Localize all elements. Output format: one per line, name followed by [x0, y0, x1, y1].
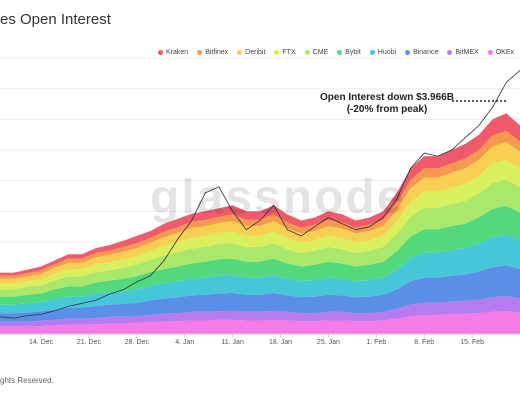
legend-item-binance[interactable]: Binance	[405, 49, 438, 56]
area-series-deribit	[0, 142, 520, 284]
legend-item-deribit[interactable]: Deribit	[237, 49, 265, 56]
price-line	[0, 70, 520, 319]
legend-dot-icon	[158, 50, 164, 55]
area-series-bitmex	[0, 296, 520, 327]
x-tick-label: 15. Feb	[460, 339, 484, 346]
legend-dot-icon	[304, 50, 310, 55]
legend-label: Kraken	[166, 49, 189, 56]
legend-label: FTX	[282, 49, 296, 56]
legend-label: BitMEX	[455, 49, 479, 56]
legend-label: CME	[312, 49, 329, 56]
legend-item-bybit[interactable]: Bybit	[337, 49, 361, 56]
annotation-line-1: Open Interest down $3.966B	[320, 92, 454, 103]
x-tick-label: 21. Dec	[77, 339, 102, 346]
legend-item-huobi[interactable]: Huobi	[369, 49, 397, 56]
annotation-line-2: (-20% from peak)	[346, 104, 428, 115]
legend-label: Huobi	[377, 49, 397, 56]
legend-dot-icon	[487, 50, 493, 55]
x-tick-label: 28. Dec	[125, 339, 150, 346]
watermark: glassnode	[150, 171, 406, 224]
footer-text: ghts Reserved.	[0, 376, 54, 385]
legend-dot-icon	[369, 50, 375, 55]
legend-item-kraken[interactable]: Kraken	[158, 49, 188, 56]
legend-label: Binance	[413, 49, 439, 56]
legend-label: Bybit	[345, 49, 361, 56]
x-tick-label: 11. Jan	[221, 339, 244, 346]
area-series-cme	[0, 179, 520, 297]
legend-dot-icon	[237, 50, 243, 55]
area-series-huobi	[0, 234, 520, 314]
area-series-binance	[0, 265, 520, 322]
legend-dot-icon	[274, 50, 280, 55]
x-tick-label: 1. Feb	[366, 339, 386, 346]
legend-item-bitmex[interactable]: BitMEX	[447, 49, 479, 56]
x-tick-label: 14. Dec	[29, 339, 54, 346]
legend-item-cme[interactable]: CME	[304, 49, 329, 56]
legend-dot-icon	[447, 50, 453, 55]
legend-dot-icon	[197, 50, 203, 55]
annotation: Open Interest down $3.966B (-20% from pe…	[318, 92, 456, 116]
x-tick-label: 18. Jan	[269, 339, 292, 346]
chart-title: es Open Interest	[0, 11, 111, 28]
legend: Kraken Bitfinex Deribit FTX CME Bybit Huobi Bin…	[158, 49, 514, 56]
legend-item-bitfinex[interactable]: Bitfinex	[197, 49, 228, 56]
legend-label: Bitfinex	[205, 49, 229, 56]
legend-dot-icon	[405, 50, 411, 55]
legend-dot-icon	[337, 50, 343, 55]
x-tick-label: 4. Jan	[175, 339, 194, 346]
x-tick-label: 25. Jan	[317, 339, 340, 346]
x-tick-label: 8. Feb	[414, 339, 434, 346]
legend-label: Deribit	[245, 49, 266, 56]
legend-item-ftx[interactable]: FTX	[274, 49, 296, 56]
area-series-ftx	[0, 159, 520, 290]
area-series-bybit	[0, 205, 520, 305]
legend-item-okex[interactable]: OKEx	[487, 49, 514, 56]
area-series-okex	[0, 311, 520, 334]
legend-label: OKEx	[495, 49, 514, 56]
